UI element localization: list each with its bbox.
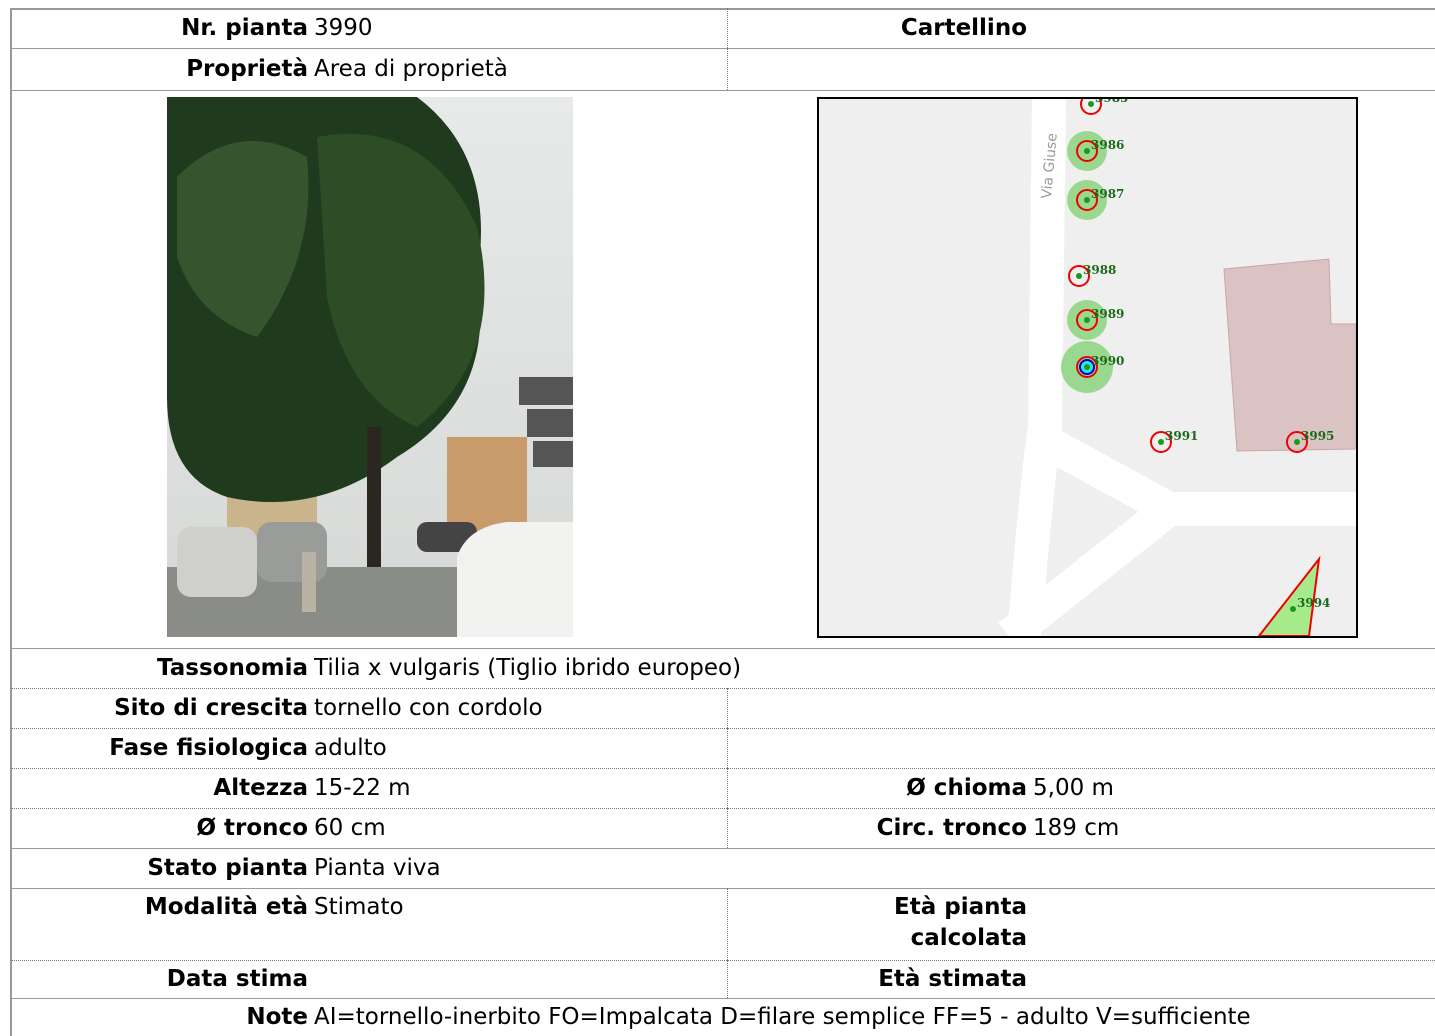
tree-label: 3995 [1301,429,1334,443]
field-label: Stato pianta [147,854,308,881]
row-separator [10,960,1435,961]
tree-marker [1068,265,1090,287]
tree-dot [1076,273,1082,279]
field-label: Età stimata [878,965,1027,992]
field-label: Nr. pianta [181,14,308,41]
row-separator [10,48,1435,49]
field-label: Età pianta calcolata [894,894,1027,951]
row-separator [10,728,1435,729]
tree-dot [1158,439,1164,445]
column-separator [727,48,728,90]
map: Via Giuse 3985 3986 3987 3988 3989 3990 3991 39… [817,97,1358,638]
field-value: Pianta viva [314,854,441,881]
tree-dot [1084,364,1090,370]
field-label: Circ. tronco [876,814,1027,841]
street-label: Via Giuse [1039,132,1061,199]
tree-marker [1076,140,1098,162]
field-value: 5,00 m [1033,774,1114,801]
tree-label: 3994 [1297,596,1330,610]
field-value: adulto [314,734,387,761]
column-separator [727,768,728,808]
field-label: Ø chioma [906,774,1027,801]
field-label: Tassonomia [157,654,308,681]
tree-marker [1080,99,1102,115]
row-separator [10,848,1435,849]
field-value: 189 cm [1033,814,1120,841]
column-separator [727,808,728,848]
row-separator [10,90,1435,91]
field-value: Area di proprietà [314,55,508,82]
field-value: AI=tornello-inerbito FO=Impalcata D=fila… [314,1003,1251,1030]
row-separator [10,808,1435,809]
field-value: 15-22 m [314,774,411,801]
table-border [10,8,12,1036]
tree-dot [1084,317,1090,323]
field-label: Fase fisiologica [109,734,308,761]
tree-label: 3991 [1165,429,1198,443]
column-separator [727,960,728,998]
field-label: Ø tronco [196,814,308,841]
field-label: Sito di crescita [114,694,308,721]
field-value: Stimato [314,894,404,920]
field-value: tornello con cordolo [314,694,543,721]
tree-label: 3989 [1091,307,1124,321]
tree-label: 3987 [1091,187,1124,201]
table-border [10,8,1435,10]
field-label: Note [246,1003,308,1030]
tree-marker [1286,431,1308,453]
row-separator [10,688,1435,689]
field-value: 3990 [314,14,373,41]
tree-dot [1084,197,1090,203]
column-separator [727,728,728,768]
tree-dot [1290,606,1296,612]
tree-marker [1076,356,1098,378]
field-label: Proprietà [186,55,308,82]
field-label: Modalità età [144,894,308,920]
field-value: Tilia x vulgaris (Tiglio ibrido europeo) [314,654,742,681]
field-label: Cartellino [900,14,1027,41]
tree-marker [1150,431,1172,453]
field-label: Data stima [166,965,308,992]
row-separator [10,648,1435,649]
tree-dot [1294,439,1300,445]
tree-marker [1076,189,1098,211]
row-separator [10,888,1435,889]
tree-label: 3988 [1083,263,1116,277]
row-separator [10,998,1435,999]
tree-dot [1084,148,1090,154]
tree-label: 3986 [1091,138,1124,152]
tree-marker [1076,309,1098,331]
tree-photo [167,97,573,637]
row-separator [10,768,1435,769]
field-label: Altezza [213,774,308,801]
column-separator [727,688,728,728]
tree-label: 3990 [1091,354,1124,368]
column-separator [727,888,728,960]
tree-dot [1088,101,1094,107]
tree-label: 3985 [1095,97,1128,105]
field-value: 60 cm [314,814,386,841]
column-separator [727,8,728,48]
